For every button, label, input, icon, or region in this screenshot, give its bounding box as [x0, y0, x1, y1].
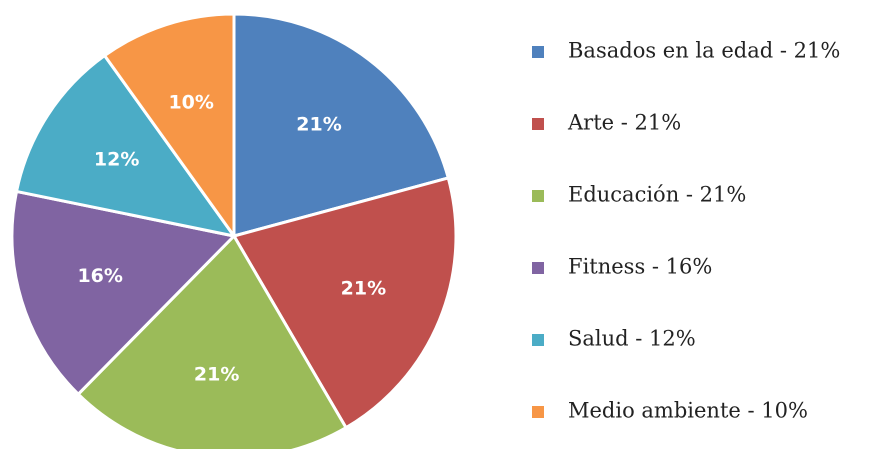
pie-slice — [232, 12, 450, 238]
legend-label: Fitness - 16% — [568, 255, 712, 279]
pie-slice — [76, 234, 348, 449]
legend-marker — [532, 406, 544, 418]
legend-marker — [532, 46, 544, 58]
legend-marker — [532, 262, 544, 274]
legend-label: Educación - 21% — [568, 183, 746, 207]
legend-marker — [532, 190, 544, 202]
data-label: 21% — [194, 363, 239, 385]
pie-slice — [15, 54, 236, 238]
data-label: 16% — [77, 265, 122, 287]
legend-label: Arte - 21% — [567, 111, 681, 135]
data-label: 21% — [341, 278, 386, 300]
legend-label: Medio ambiente - 10% — [568, 399, 808, 423]
pie-slice — [103, 12, 236, 238]
pie-slice — [232, 176, 458, 430]
data-label: 21% — [296, 113, 341, 135]
data-label: 10% — [168, 91, 213, 113]
data-label: 12% — [94, 148, 139, 170]
pie-slice — [10, 189, 236, 396]
legend-label: Salud - 12% — [568, 327, 696, 351]
legend-marker — [532, 118, 544, 130]
legend-marker — [532, 334, 544, 346]
legend-label: Basados en la edad - 21% — [568, 39, 840, 63]
